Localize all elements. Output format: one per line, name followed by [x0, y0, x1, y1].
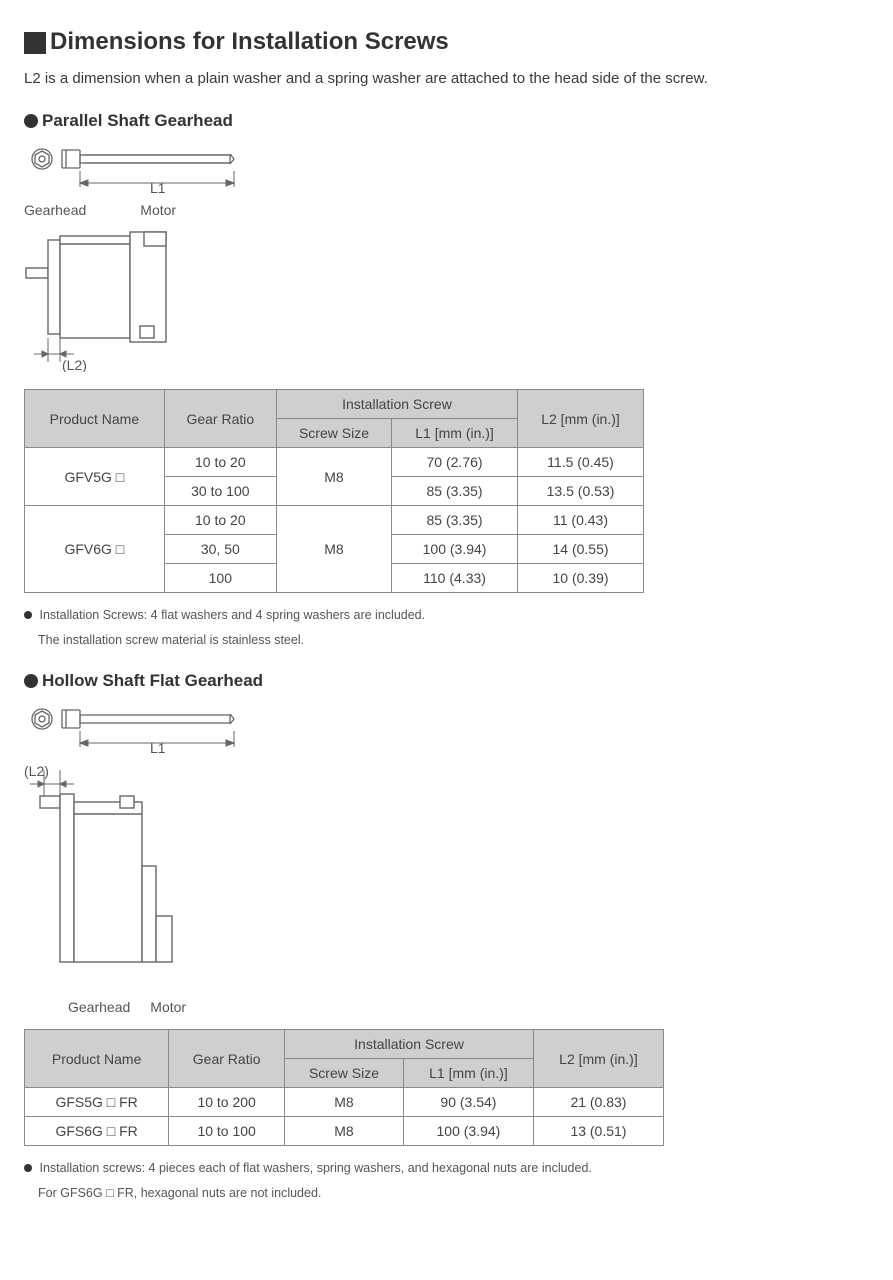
cell-product: GFV6G □ — [25, 506, 165, 593]
hollow-note2: For GFS6G □ FR, hexagonal nuts are not i… — [38, 1186, 321, 1200]
screw-drawing-icon: L1 — [24, 703, 254, 759]
l1-label: L1 — [150, 180, 166, 196]
table-header-row: Product Name Gear Ratio Installation Scr… — [25, 1030, 664, 1059]
cell-l2: 21 (0.83) — [533, 1088, 663, 1117]
note-bullet-icon — [24, 1164, 32, 1172]
cell-product: GFS6G □ FR — [25, 1117, 169, 1146]
cell-l2: 13 (0.51) — [533, 1117, 663, 1146]
col-gear-ratio: Gear Ratio — [164, 390, 276, 448]
hollow-diagram: L1 (L2) — [24, 703, 869, 1015]
note-bullet-icon — [24, 611, 32, 619]
col-product: Product Name — [25, 1030, 169, 1088]
col-screw-size: Screw Size — [285, 1059, 404, 1088]
col-l1: L1 [mm (in.)] — [392, 419, 518, 448]
cell-gear: 30, 50 — [164, 535, 276, 564]
table-row: GFS6G □ FR 10 to 100 M8 100 (3.94) 13 (0… — [25, 1117, 664, 1146]
cell-l1: 100 (3.94) — [403, 1117, 533, 1146]
cell-l2: 11 (0.43) — [518, 506, 644, 535]
parallel-note2: The installation screw material is stain… — [38, 633, 304, 647]
col-l2: L2 [mm (in.)] — [533, 1030, 663, 1088]
motor-label: Motor — [140, 202, 176, 218]
heading-text: Dimensions for Installation Screws — [50, 28, 449, 56]
col-screw-size: Screw Size — [276, 419, 391, 448]
cell-l1: 70 (2.76) — [392, 448, 518, 477]
cell-l1: 100 (3.94) — [392, 535, 518, 564]
col-install-screw: Installation Screw — [276, 390, 517, 419]
cell-product: GFS5G □ FR — [25, 1088, 169, 1117]
cell-gear: 30 to 100 — [164, 477, 276, 506]
hollow-note1: Installation screws: 4 pieces each of fl… — [39, 1161, 591, 1175]
parallel-note1: Installation Screws: 4 flat washers and … — [39, 608, 425, 622]
motor-label: Motor — [150, 999, 186, 1015]
table-row: GFS5G □ FR 10 to 200 M8 90 (3.54) 21 (0.… — [25, 1088, 664, 1117]
hollow-spec-table: Product Name Gear Ratio Installation Scr… — [24, 1029, 664, 1146]
parallel-notes: Installation Screws: 4 flat washers and … — [24, 603, 869, 653]
bullet-dot-icon — [24, 114, 38, 128]
hollow-section-title: Hollow Shaft Flat Gearhead — [24, 671, 869, 691]
cell-gear: 10 to 100 — [169, 1117, 285, 1146]
cell-gear: 10 to 20 — [164, 506, 276, 535]
cell-gear: 10 to 20 — [164, 448, 276, 477]
col-product: Product Name — [25, 390, 165, 448]
cell-product: GFV5G □ — [25, 448, 165, 506]
hollow-notes: Installation screws: 4 pieces each of fl… — [24, 1156, 869, 1206]
cell-gear: 10 to 200 — [169, 1088, 285, 1117]
hollow-title-text: Hollow Shaft Flat Gearhead — [42, 671, 263, 691]
page-heading: Dimensions for Installation Screws — [24, 28, 869, 56]
parallel-title-text: Parallel Shaft Gearhead — [42, 111, 233, 131]
cell-l2: 13.5 (0.53) — [518, 477, 644, 506]
parallel-spec-table: Product Name Gear Ratio Installation Scr… — [24, 389, 644, 593]
table-row: GFV6G □ 10 to 20 M8 85 (3.35) 11 (0.43) — [25, 506, 644, 535]
table-row: GFV5G □ 10 to 20 M8 70 (2.76) 11.5 (0.45… — [25, 448, 644, 477]
cell-l2: 11.5 (0.45) — [518, 448, 644, 477]
cell-size: M8 — [285, 1117, 404, 1146]
cell-l1: 85 (3.35) — [392, 506, 518, 535]
parallel-block-drawing: (L2) — [24, 222, 869, 375]
cell-size: M8 — [276, 506, 391, 593]
col-l1: L1 [mm (in.)] — [403, 1059, 533, 1088]
hollow-block-drawing: (L2) Gearhead Motor — [24, 766, 869, 1015]
l1-label: L1 — [150, 740, 166, 756]
col-l2: L2 [mm (in.)] — [518, 390, 644, 448]
cell-l2: 14 (0.55) — [518, 535, 644, 564]
col-install-screw: Installation Screw — [285, 1030, 534, 1059]
cell-size: M8 — [276, 448, 391, 506]
heading-square-icon — [24, 32, 46, 54]
bullet-dot-icon — [24, 674, 38, 688]
cell-gear: 100 — [164, 564, 276, 593]
table-header-row: Product Name Gear Ratio Installation Scr… — [25, 390, 644, 419]
l2-label: (L2) — [62, 357, 87, 372]
parallel-section-title: Parallel Shaft Gearhead — [24, 111, 869, 131]
lead-text: L2 is a dimension when a plain washer an… — [24, 70, 869, 87]
gearhead-label: Gearhead — [68, 999, 130, 1015]
cell-l1: 110 (4.33) — [392, 564, 518, 593]
cell-l1: 90 (3.54) — [403, 1088, 533, 1117]
col-gear-ratio: Gear Ratio — [169, 1030, 285, 1088]
parallel-diagram: L1 Gearhead Motor — [24, 143, 869, 375]
gearhead-label: Gearhead — [24, 202, 86, 218]
cell-l1: 85 (3.35) — [392, 477, 518, 506]
cell-size: M8 — [285, 1088, 404, 1117]
l2-label: (L2) — [24, 766, 49, 779]
screw-drawing-icon: L1 — [24, 143, 254, 199]
cell-l2: 10 (0.39) — [518, 564, 644, 593]
